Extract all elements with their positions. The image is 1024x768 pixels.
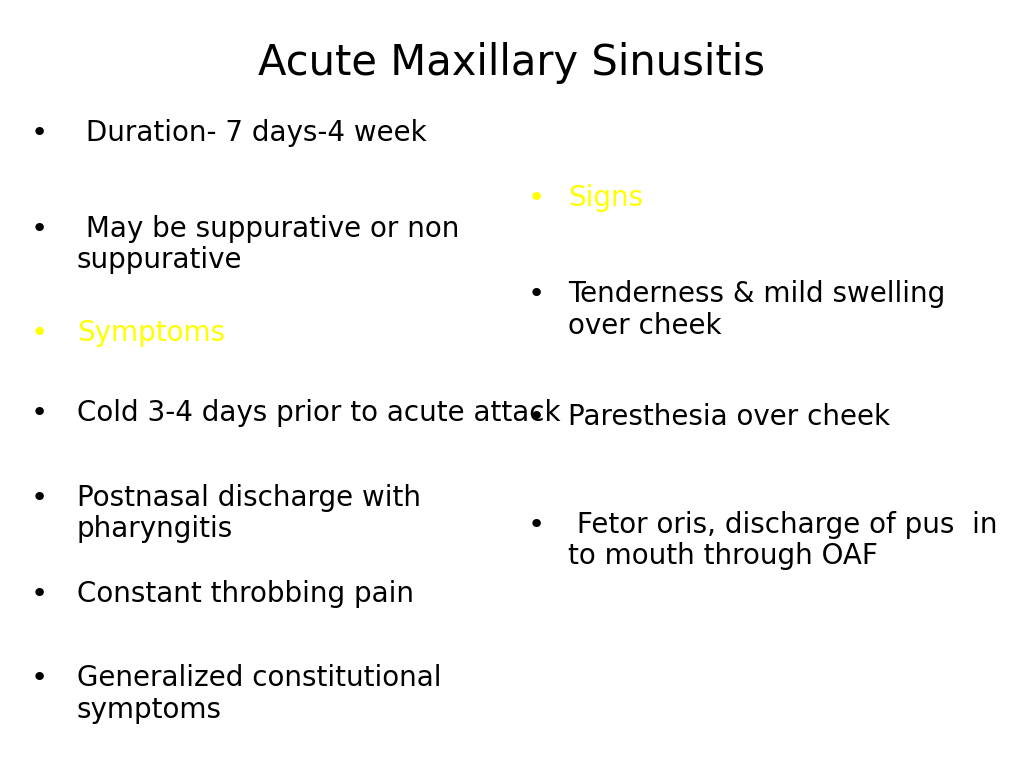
Text: •: • <box>527 511 545 538</box>
Text: •: • <box>31 119 48 147</box>
Text: Symptoms: Symptoms <box>77 319 225 346</box>
Text: Paresthesia over cheek: Paresthesia over cheek <box>568 403 890 431</box>
Text: •: • <box>31 399 48 427</box>
Text: Duration- 7 days-4 week: Duration- 7 days-4 week <box>77 119 426 147</box>
Text: May be suppurative or non
suppurative: May be suppurative or non suppurative <box>77 215 459 274</box>
Text: •: • <box>527 184 545 212</box>
Text: Generalized constitutional
symptoms: Generalized constitutional symptoms <box>77 664 441 723</box>
Text: Acute Maxillary Sinusitis: Acute Maxillary Sinusitis <box>258 42 766 84</box>
Text: •: • <box>527 280 545 308</box>
Text: Tenderness & mild swelling
over cheek: Tenderness & mild swelling over cheek <box>568 280 945 339</box>
Text: •: • <box>31 484 48 511</box>
Text: Cold 3-4 days prior to acute attack: Cold 3-4 days prior to acute attack <box>77 399 560 427</box>
Text: •: • <box>31 215 48 243</box>
Text: •: • <box>31 319 48 346</box>
Text: Constant throbbing pain: Constant throbbing pain <box>77 580 414 607</box>
Text: •: • <box>527 403 545 431</box>
Text: Fetor oris, discharge of pus  in
to mouth through OAF: Fetor oris, discharge of pus in to mouth… <box>568 511 997 570</box>
Text: Signs: Signs <box>568 184 643 212</box>
Text: •: • <box>31 664 48 692</box>
Text: Postnasal discharge with
pharyngitis: Postnasal discharge with pharyngitis <box>77 484 421 543</box>
Text: •: • <box>31 580 48 607</box>
